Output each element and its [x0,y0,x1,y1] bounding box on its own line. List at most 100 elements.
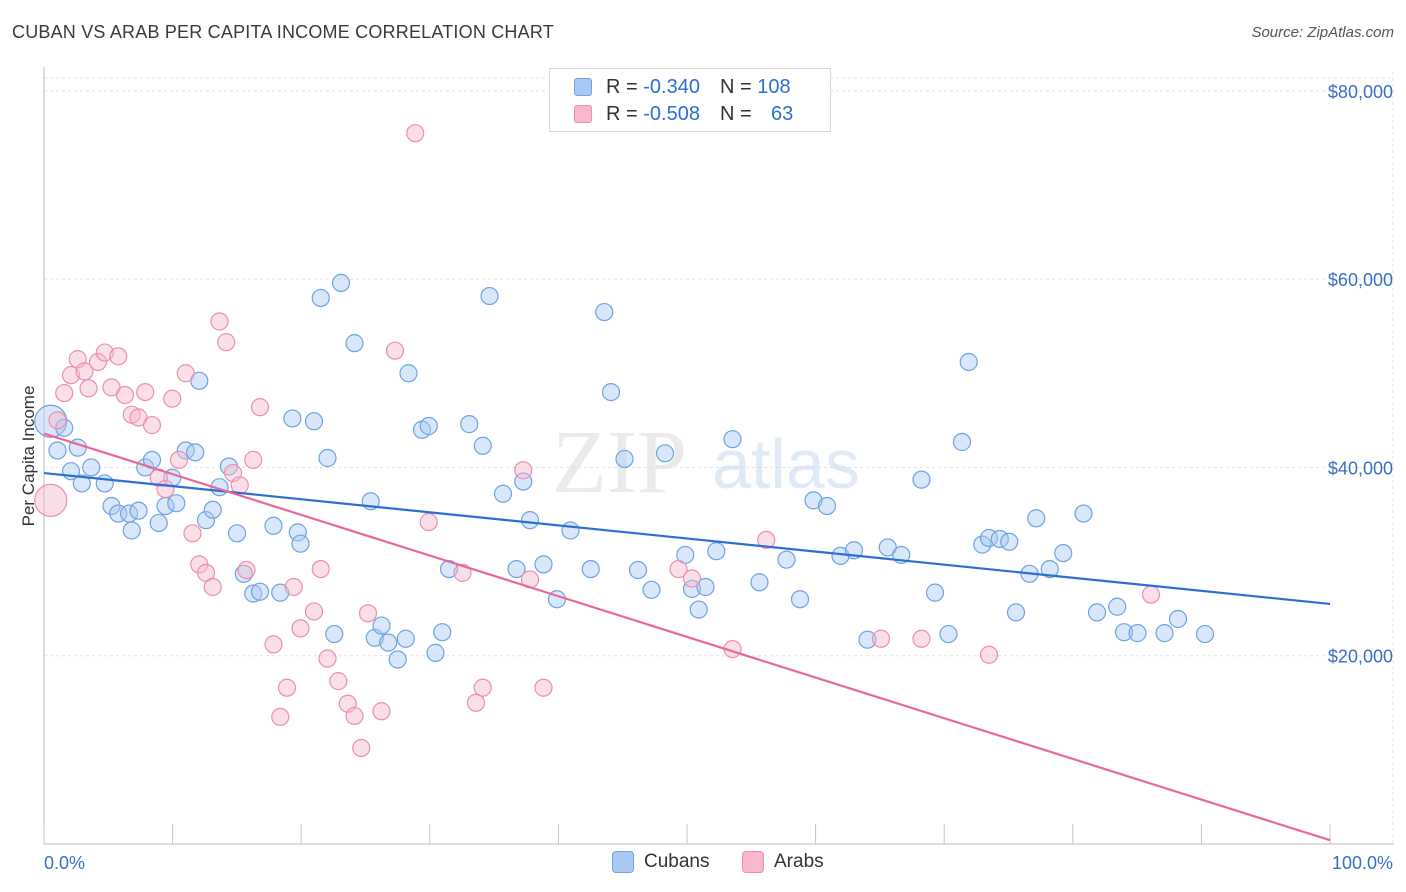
point-arabs [277,678,297,697]
point-arabs [419,512,438,532]
point-cubans [615,449,634,469]
point-cubans [973,535,992,554]
point-cubans [493,484,513,503]
point-cubans [534,555,553,574]
point-cubans [707,542,726,561]
bottom-legend-arabs[interactable]: Arabs [742,851,824,873]
point-arabs [176,364,195,383]
point-cubans [689,600,708,619]
point-cubans [1054,543,1073,563]
y-axis-title: Per Capita Income [19,386,38,527]
point-arabs [142,415,162,435]
point-cubans [1006,603,1026,622]
point-cubans [372,616,391,635]
point-cubans [1040,559,1059,579]
point-arabs [136,382,155,402]
point-cubans [601,382,621,402]
point-arabs [163,389,182,408]
point-arabs [318,649,337,668]
point-arabs [230,476,249,495]
point-arabs [291,619,310,638]
point-arabs [466,693,486,712]
point-arabs [453,563,472,582]
y-tick-label: $60,000 [1328,270,1393,290]
point-cubans [48,441,67,460]
trend-line-arabs [43,432,1331,842]
chart-title: CUBAN VS ARAB PER CAPITA INCOME CORRELAT… [12,22,554,42]
point-cubans [750,573,769,592]
point-arabs [473,678,492,697]
point-cubans [55,418,74,437]
point-cubans [1027,509,1046,528]
point-arabs [169,450,189,469]
point-arabs [284,577,303,597]
point-arabs [372,702,391,721]
point-arabs [304,602,324,621]
point-cubans [250,582,270,601]
bottom-legend-swatch-arabs [742,851,764,873]
point-cubans [817,496,837,516]
watermark-atlas: atlas [712,425,860,503]
point-arabs [183,524,202,543]
point-arabs [34,483,68,517]
point-cubans [433,623,452,642]
legend-swatch-cubans [574,78,592,96]
point-arabs [345,706,364,726]
point-cubans [1155,624,1174,643]
x-tick-label: 0.0% [44,853,85,873]
point-cubans [473,436,492,455]
point-cubans [318,448,337,468]
point-cubans [331,273,351,292]
point-arabs [757,530,776,550]
point-cubans [264,516,283,535]
point-cubans [777,550,796,569]
tick-labels: $20,000 $40,000 $60,000 $80,000 0.0% 100.0% [44,82,1393,873]
point-arabs [534,678,553,697]
legend-n-value: 108 [757,75,791,98]
point-cubans [480,286,499,306]
point-cubans [1108,597,1127,616]
point-cubans [122,521,141,540]
point-cubans [1195,624,1215,644]
watermark: ZIP atlas [552,413,860,512]
point-cubans [186,443,205,462]
legend-n-label: N = [719,102,752,125]
y-tick-label: $20,000 [1328,647,1393,667]
grid-lines [44,72,1394,844]
point-cubans [82,458,101,477]
point-cubans [399,364,418,383]
point-cubans [72,474,91,493]
legend-r-value: -0.340 [643,75,700,98]
point-cubans [149,513,168,533]
legend-r-label: R = [606,102,638,125]
point-arabs [210,312,229,331]
point-arabs [250,398,270,417]
point-cubans [203,500,222,519]
point-cubans [460,415,479,434]
legend-row-cubans: R = -0.340 N = 108 [574,74,791,100]
point-arabs [669,559,688,579]
point-cubans [325,624,344,644]
point-cubans [227,524,247,543]
point-cubans [925,583,945,602]
point-cubans [939,624,958,644]
point-arabs [48,411,67,430]
point-cubans [379,633,398,652]
axes [43,67,1394,845]
x-tick-label: 100.0% [1332,853,1393,873]
point-cubans [696,577,715,597]
point-arabs [979,645,999,664]
point-cubans [1128,624,1147,643]
point-cubans [95,474,114,493]
point-cubans [1114,623,1134,642]
bottom-legend-label-arabs: Arabs [774,851,824,872]
point-cubans [102,496,121,516]
point-cubans [682,579,702,598]
point-cubans [345,334,364,353]
bottom-legend-cubans[interactable]: Cubans [612,851,710,873]
point-cubans [804,491,823,510]
point-cubans [952,432,972,452]
legend-n-value: 63 [770,102,794,125]
y-tick-label: $80,000 [1328,82,1393,102]
